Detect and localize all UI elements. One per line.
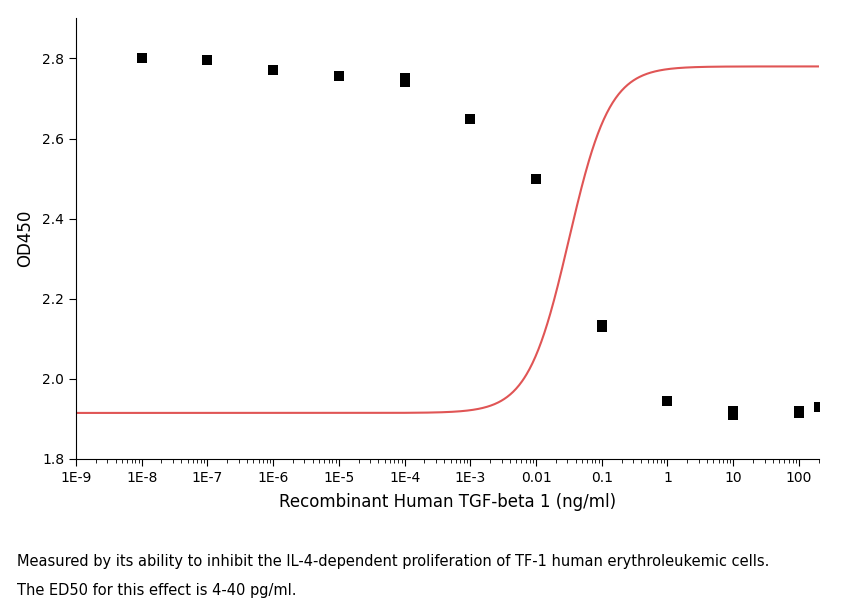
Point <box>332 72 345 81</box>
X-axis label: Recombinant Human TGF-beta 1 (ng/ml): Recombinant Human TGF-beta 1 (ng/ml) <box>279 493 616 511</box>
Point <box>793 408 806 418</box>
Point <box>812 402 825 412</box>
Point <box>135 53 149 63</box>
Point <box>201 56 214 65</box>
Point <box>727 406 740 416</box>
Point <box>661 396 674 406</box>
Text: The ED50 for this effect is 4-40 pg/ml.: The ED50 for this effect is 4-40 pg/ml. <box>17 583 296 598</box>
Point <box>793 406 806 416</box>
Text: Measured by its ability to inhibit the IL-4-dependent proliferation of TF-1 huma: Measured by its ability to inhibit the I… <box>17 554 769 569</box>
Point <box>398 73 411 83</box>
Point <box>398 78 411 88</box>
Point <box>267 65 280 75</box>
Point <box>529 174 543 184</box>
Point <box>135 53 149 63</box>
Point <box>201 56 214 65</box>
Point <box>595 320 609 330</box>
Y-axis label: OD450: OD450 <box>16 210 34 267</box>
Point <box>463 114 477 124</box>
Point <box>727 410 740 420</box>
Point <box>595 322 609 332</box>
